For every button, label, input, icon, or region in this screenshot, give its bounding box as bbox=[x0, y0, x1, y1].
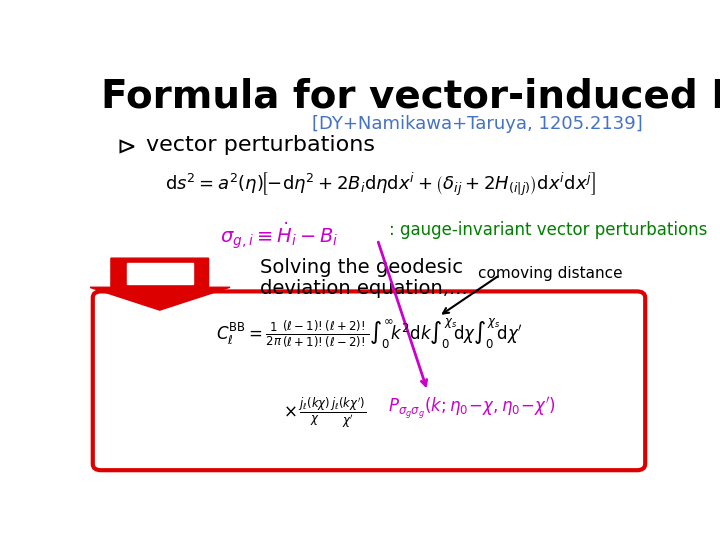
Text: $C_\ell^{\rm BB} = \frac{1}{2\pi}\frac{(\ell-1)!(\ell+2)!}{(\ell+1)!(\ell-2)!}\i: $C_\ell^{\rm BB} = \frac{1}{2\pi}\frac{(… bbox=[215, 316, 523, 350]
Text: $P_{\sigma_g\sigma_g}(k;\eta_0\!-\!\chi,\eta_0\!-\!\chi')$: $P_{\sigma_g\sigma_g}(k;\eta_0\!-\!\chi,… bbox=[388, 395, 557, 422]
Text: $\times\,\frac{j_\ell(k\chi)}{\chi}\frac{j_\ell(k\chi')}{\chi'}$: $\times\,\frac{j_\ell(k\chi)}{\chi}\frac… bbox=[283, 395, 366, 430]
Text: $\vartriangleright$: $\vartriangleright$ bbox=[112, 136, 136, 159]
Text: : gauge-invariant vector perturbations: : gauge-invariant vector perturbations bbox=[389, 221, 707, 239]
Polygon shape bbox=[127, 263, 193, 284]
Text: comoving distance: comoving distance bbox=[478, 266, 622, 281]
Text: [DY+Namikawa+Taruya, 1205.2139]: [DY+Namikawa+Taruya, 1205.2139] bbox=[312, 114, 642, 133]
FancyBboxPatch shape bbox=[93, 292, 645, 470]
Text: deviation equation,...: deviation equation,... bbox=[260, 279, 468, 298]
Text: vector perturbations: vector perturbations bbox=[145, 136, 375, 156]
Text: Solving the geodesic: Solving the geodesic bbox=[260, 258, 463, 277]
Polygon shape bbox=[89, 258, 230, 310]
Text: $\mathrm{d}s^2 = a^2(\eta)\!\left[-\mathrm{d}\eta^2 + 2B_i\mathrm{d}\eta\mathrm{: $\mathrm{d}s^2 = a^2(\eta)\!\left[-\math… bbox=[164, 171, 596, 198]
Text: Formula for vector-induced B-mode shear: Formula for vector-induced B-mode shear bbox=[101, 77, 720, 115]
Text: $\sigma_{g,i} \equiv \dot{H}_i - B_i$: $\sigma_{g,i} \equiv \dot{H}_i - B_i$ bbox=[220, 221, 339, 252]
